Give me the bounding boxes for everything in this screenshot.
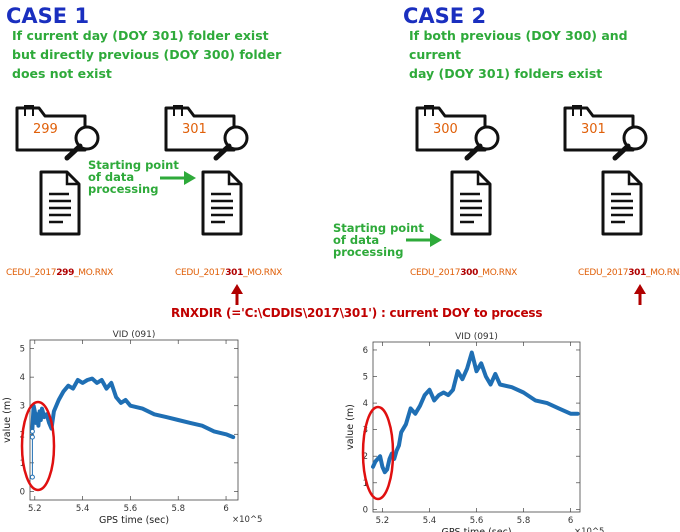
case1-desc-line: but directly previous (DOY 300) folder bbox=[12, 47, 282, 62]
y-tick-label: 6 bbox=[363, 346, 368, 356]
y-tick-label: 4 bbox=[363, 399, 368, 409]
filename-doy: 300 bbox=[460, 268, 479, 278]
y-tick-label: 0 bbox=[20, 487, 25, 497]
outlier-point bbox=[29, 474, 35, 480]
folder-label: 299 bbox=[33, 122, 58, 137]
chart-title: VID (091) bbox=[113, 330, 156, 340]
filename-prefix: CEDU_2017 bbox=[175, 268, 226, 278]
series-line bbox=[371, 350, 580, 475]
start-label-line: of data bbox=[88, 170, 135, 184]
folder-diagram: 299 301 300 301 bbox=[15, 104, 680, 305]
y-tick-label: 4 bbox=[20, 373, 25, 383]
filename-suffix: _MO.RNX bbox=[74, 268, 113, 278]
highlight-ellipse bbox=[361, 405, 395, 501]
document-icon bbox=[39, 170, 81, 236]
x-exponent-label: ×10^5 bbox=[232, 515, 262, 525]
filename-suffix: _MO.RNX bbox=[243, 268, 282, 278]
case2-desc-line: If both previous (DOY 300) and current bbox=[409, 28, 628, 62]
current-doy-arrow-icon bbox=[634, 284, 646, 305]
folder-icon: 299 bbox=[15, 104, 98, 158]
x-axis-label: GPS time (sec) bbox=[441, 527, 511, 532]
x-tick-label: 5.6 bbox=[124, 504, 138, 514]
x-tick-label: 5.6 bbox=[470, 516, 484, 526]
outlier-point bbox=[29, 434, 35, 440]
start-label-line: processing bbox=[333, 245, 404, 259]
rinex-filename: CEDU_2017300_MO.RNX bbox=[410, 268, 517, 278]
start-label-line: Starting point bbox=[333, 221, 424, 235]
filename-prefix: CEDU_2017 bbox=[410, 268, 461, 278]
start-point-label: Starting point of data processing bbox=[88, 159, 179, 195]
folder-icon: 301 bbox=[164, 104, 247, 158]
filename-prefix: CEDU_2017 bbox=[578, 268, 629, 278]
x-tick-label: 5.2 bbox=[28, 504, 42, 514]
case2-desc-line: day (DOY 301) folders exist bbox=[409, 66, 603, 81]
case2-description: If both previous (DOY 300) and current d… bbox=[409, 26, 680, 83]
x-tick-label: 5.8 bbox=[517, 516, 531, 526]
filename-suffix: _MO.RNX bbox=[478, 268, 517, 278]
case1-desc-line: If current day (DOY 301) folder exist bbox=[12, 28, 269, 43]
document-icon bbox=[450, 170, 492, 236]
rinex-filename: CEDU_2017301_MO.RNX bbox=[175, 268, 282, 278]
x-tick-label: 5.2 bbox=[376, 516, 390, 526]
rnxdir-note: RNXDIR (='C:\CDDIS\2017\301') : current … bbox=[171, 306, 543, 320]
case2-title: CASE 2 bbox=[403, 4, 487, 28]
folder-icon: 300 bbox=[415, 104, 498, 158]
y-axis-label: value (m) bbox=[345, 404, 356, 450]
y-tick-label: 5 bbox=[20, 345, 25, 355]
filename-doy: 301 bbox=[225, 268, 244, 278]
series-line bbox=[30, 376, 236, 440]
y-tick-label: 1 bbox=[363, 479, 368, 489]
current-doy-arrow-icon bbox=[231, 284, 243, 305]
plot-area bbox=[29, 339, 239, 501]
filename-doy: 299 bbox=[56, 268, 75, 278]
start-label-line: processing bbox=[88, 182, 159, 196]
filename-suffix: _MO.RNX bbox=[646, 268, 680, 278]
outlier-point bbox=[29, 428, 35, 434]
folder-label: 301 bbox=[581, 122, 606, 137]
rinex-filename: CEDU_2017301_MO.RNX bbox=[578, 268, 680, 278]
x-tick-label: 5.8 bbox=[171, 504, 185, 514]
x-exponent-label: ×10^5 bbox=[574, 527, 604, 532]
x-axis-label: GPS time (sec) bbox=[99, 515, 169, 526]
start-label-line: of data bbox=[333, 233, 380, 247]
x-tick-label: 6 bbox=[568, 516, 573, 526]
folder-icon: 301 bbox=[563, 104, 646, 158]
case1-description: If current day (DOY 301) folder exist bu… bbox=[12, 26, 281, 83]
folder-label: 301 bbox=[182, 122, 207, 137]
start-point-label: Starting point of data processing bbox=[333, 222, 424, 258]
folder-label: 300 bbox=[433, 122, 458, 137]
chart-title: VID (091) bbox=[455, 332, 498, 342]
y-tick-label: 0 bbox=[363, 505, 368, 515]
rinex-filename: CEDU_2017299_MO.RNX bbox=[6, 268, 113, 278]
filename-prefix: CEDU_2017 bbox=[6, 268, 57, 278]
highlight-ellipse bbox=[20, 400, 56, 492]
case1-title: CASE 1 bbox=[6, 4, 90, 28]
filename-doy: 301 bbox=[628, 268, 647, 278]
x-tick-label: 5.4 bbox=[423, 516, 437, 526]
document-icon bbox=[601, 170, 643, 236]
x-tick-label: 5.4 bbox=[76, 504, 90, 514]
case1-desc-line: does not exist bbox=[12, 66, 112, 81]
y-tick-label: 5 bbox=[363, 373, 368, 383]
y-tick-label: 2 bbox=[363, 452, 368, 462]
y-axis-label: value (m) bbox=[2, 397, 13, 443]
start-arrow-icon bbox=[160, 171, 196, 185]
document-icon bbox=[201, 170, 243, 236]
start-arrow-icon bbox=[406, 233, 442, 247]
y-tick-label: 3 bbox=[20, 402, 25, 412]
start-label-line: Starting point bbox=[88, 158, 179, 172]
x-tick-label: 6 bbox=[223, 504, 228, 514]
